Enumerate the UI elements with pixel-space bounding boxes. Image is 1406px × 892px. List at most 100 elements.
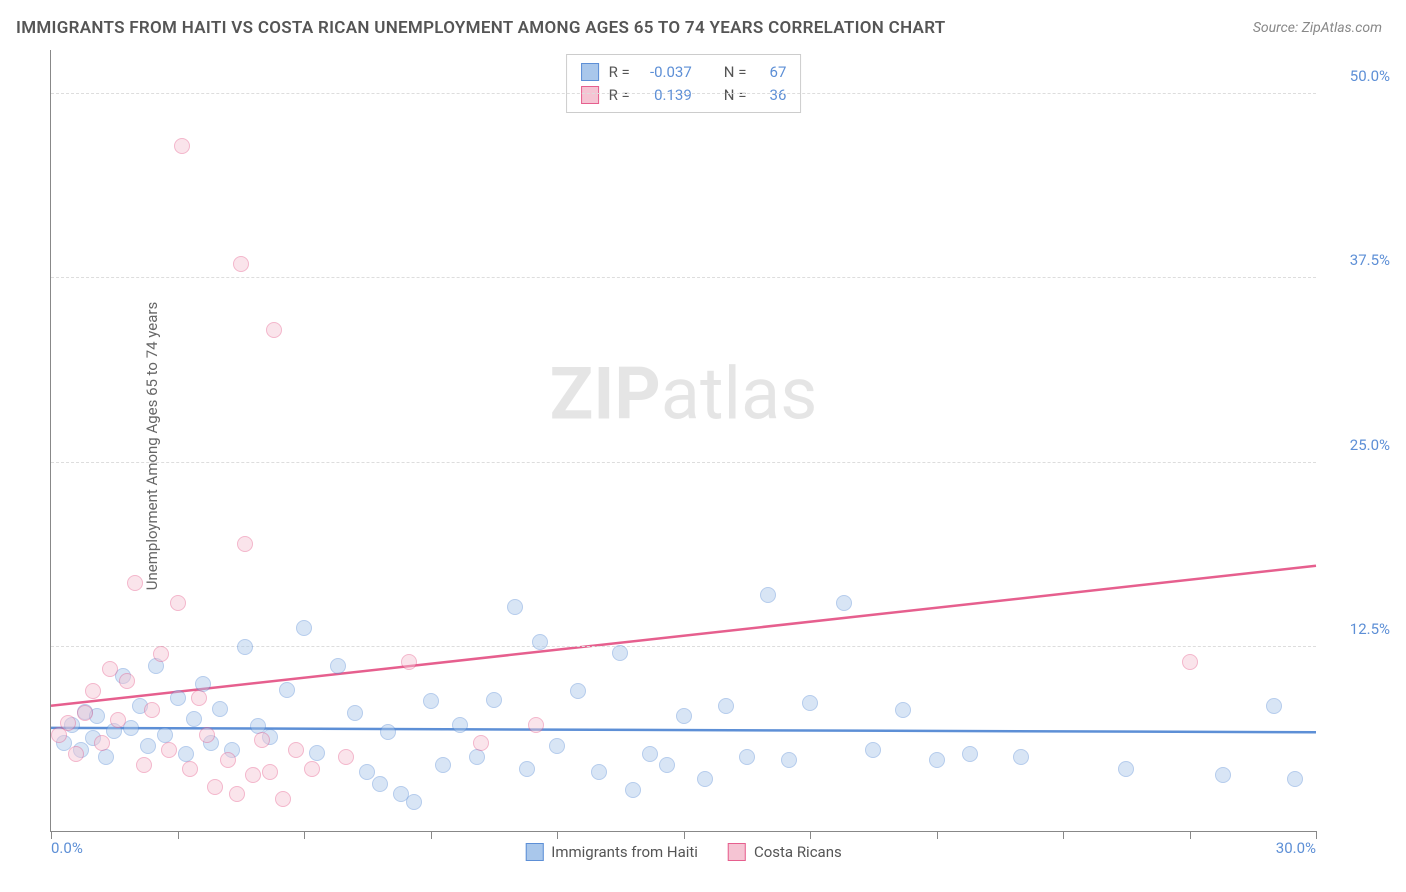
y-tick-label: 50.0% xyxy=(1326,67,1390,85)
scatter-point xyxy=(266,322,282,338)
stats-row: R =0.139N =36 xyxy=(581,84,787,107)
r-label: R = xyxy=(609,61,630,84)
watermark-light: atlas xyxy=(661,351,818,436)
x-tick xyxy=(810,831,811,839)
stats-row: R = -0.037 N = 67 xyxy=(581,61,787,84)
scatter-point xyxy=(237,639,253,655)
scatter-point xyxy=(262,764,278,780)
scatter-point xyxy=(77,705,93,721)
scatter-point xyxy=(659,757,675,773)
scatter-point xyxy=(1182,654,1198,670)
scatter-point xyxy=(136,757,152,773)
scatter-point xyxy=(237,536,253,552)
scatter-point xyxy=(435,757,451,773)
x-tick-label: 30.0% xyxy=(1276,839,1316,857)
scatter-point xyxy=(233,256,249,272)
legend-item: Costa Ricans xyxy=(728,843,842,861)
scatter-point xyxy=(170,595,186,611)
y-tick-label: 37.5% xyxy=(1326,251,1390,269)
scatter-point xyxy=(102,661,118,677)
x-tick xyxy=(1063,831,1064,839)
scatter-point xyxy=(279,682,295,698)
scatter-point xyxy=(1118,761,1134,777)
series-legend: Immigrants from Haiti Costa Ricans xyxy=(525,843,842,861)
gridline-h xyxy=(51,93,1316,94)
chart-title: IMMIGRANTS FROM HAITI VS COSTA RICAN UNE… xyxy=(16,18,946,38)
scatter-point xyxy=(372,776,388,792)
scatter-point xyxy=(469,749,485,765)
x-tick xyxy=(684,831,685,839)
scatter-point xyxy=(254,732,270,748)
scatter-point xyxy=(186,711,202,727)
scatter-point xyxy=(338,749,354,765)
scatter-point xyxy=(697,771,713,787)
n-label: N = xyxy=(724,84,747,107)
scatter-point xyxy=(532,634,548,650)
n-value: 67 xyxy=(756,61,786,84)
scatter-point xyxy=(929,752,945,768)
scatter-point xyxy=(718,698,734,714)
n-value: 36 xyxy=(756,84,786,107)
scatter-point xyxy=(153,646,169,662)
series-swatch xyxy=(581,86,599,104)
scatter-point xyxy=(612,645,628,661)
scatter-point xyxy=(296,620,312,636)
scatter-point xyxy=(836,595,852,611)
legend-label: Immigrants from Haiti xyxy=(551,843,698,861)
scatter-point xyxy=(452,717,468,733)
series-swatch xyxy=(581,63,599,81)
x-tick xyxy=(178,831,179,839)
scatter-point xyxy=(895,702,911,718)
scatter-point xyxy=(760,587,776,603)
scatter-point xyxy=(330,658,346,674)
scatter-point xyxy=(275,791,291,807)
correlation-stats-box: R =-0.037N =67R =0.139N =36 xyxy=(566,54,802,113)
scatter-point xyxy=(85,683,101,699)
scatter-point xyxy=(207,779,223,795)
scatter-point xyxy=(212,701,228,717)
x-tick xyxy=(304,831,305,839)
scatter-point xyxy=(304,761,320,777)
r-value: -0.037 xyxy=(640,61,692,84)
scatter-point xyxy=(625,782,641,798)
n-label: N = xyxy=(724,61,747,84)
x-tick xyxy=(937,831,938,839)
scatter-point xyxy=(170,690,186,706)
x-tick xyxy=(1190,831,1191,839)
scatter-point xyxy=(195,676,211,692)
scatter-point xyxy=(739,749,755,765)
x-tick xyxy=(51,831,52,839)
scatter-point xyxy=(157,727,173,743)
scatter-point xyxy=(962,746,978,762)
scatter-point xyxy=(174,138,190,154)
x-tick xyxy=(557,831,558,839)
scatter-point xyxy=(507,599,523,615)
scatter-point xyxy=(676,708,692,724)
scatter-point xyxy=(191,690,207,706)
scatter-point xyxy=(199,727,215,743)
source-label: Source: ZipAtlas.com xyxy=(1253,20,1382,36)
scatter-point xyxy=(401,654,417,670)
scatter-point xyxy=(140,738,156,754)
scatter-point xyxy=(288,742,304,758)
scatter-point xyxy=(1266,698,1282,714)
scatter-point xyxy=(119,673,135,689)
scatter-point xyxy=(570,683,586,699)
y-tick-label: 12.5% xyxy=(1326,620,1390,638)
scatter-point xyxy=(802,695,818,711)
scatter-point xyxy=(473,735,489,751)
scatter-point xyxy=(549,738,565,754)
watermark: ZIPatlas xyxy=(550,351,818,436)
scatter-point xyxy=(178,746,194,762)
scatter-point xyxy=(380,724,396,740)
scatter-point xyxy=(144,702,160,718)
scatter-point xyxy=(591,764,607,780)
scatter-point xyxy=(127,575,143,591)
x-tick xyxy=(431,831,432,839)
scatter-point xyxy=(865,742,881,758)
scatter-point xyxy=(229,786,245,802)
scatter-point xyxy=(781,752,797,768)
legend-item: Immigrants from Haiti xyxy=(525,843,698,861)
scatter-point xyxy=(528,717,544,733)
plot-area: ZIPatlas R =-0.037N =67R =0.139N =36 Imm… xyxy=(50,50,1316,832)
